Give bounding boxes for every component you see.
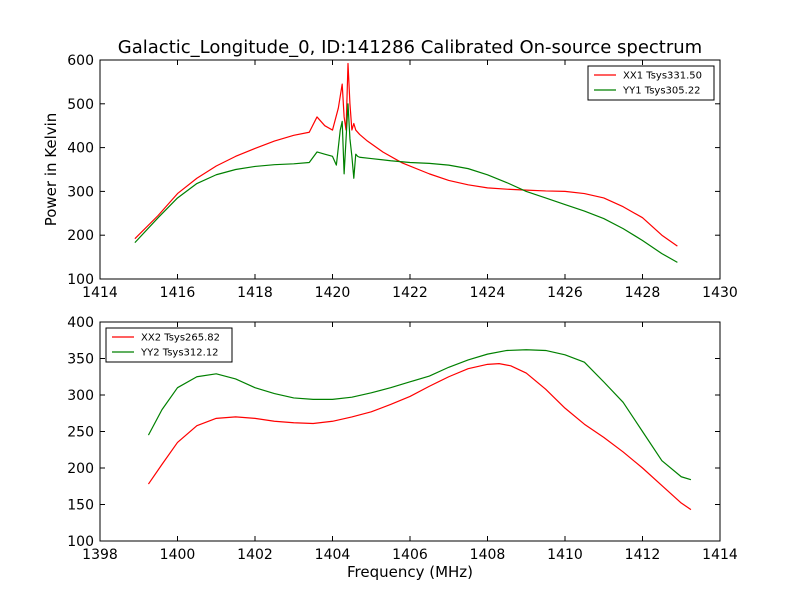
y-tick-label: 300 [67, 184, 94, 200]
legend-label: XX2 Tsys265.82 [141, 333, 220, 344]
figure-title: Galactic_Longitude_0, ID:141286 Calibrat… [118, 37, 702, 58]
x-tick-label: 1424 [470, 285, 506, 301]
x-tick-label: 1412 [625, 547, 661, 563]
y-tick-label: 100 [67, 534, 94, 550]
series-line-yy2 [147, 349, 692, 481]
legend-label: YY1 Tsys305.22 [622, 86, 701, 97]
x-tick-label: 1414 [82, 285, 118, 301]
y-tick-label: 400 [67, 141, 94, 157]
x-tick-label: 1426 [547, 285, 583, 301]
y-axis-label: Power in Kelvin [42, 113, 60, 227]
legend-box [105, 327, 233, 363]
x-tick-label: 1410 [547, 547, 583, 563]
series-line-yy1 [134, 103, 678, 263]
legend: XX2 Tsys265.82 YY2 Tsys312.12 [105, 327, 233, 363]
y-tick-label: 500 [67, 97, 94, 113]
bottom-chart-plot: 1398 1400 1402 1404 1406 1408 1410 1412 1414 100 1… [67, 315, 738, 563]
x-axis-label: Frequency (MHz) [347, 563, 473, 581]
y-tick-label: 200 [67, 228, 94, 244]
x-tick-label: 1398 [82, 547, 118, 563]
series-line-xx2 [147, 363, 692, 511]
series-line-xx1 [134, 62, 678, 247]
y-tick-label: 200 [67, 461, 94, 477]
y-tick-label: 600 [67, 53, 94, 69]
x-tick-label: 1408 [470, 547, 506, 563]
y-tick-label: 100 [67, 272, 94, 288]
y-tick-label: 250 [67, 425, 94, 441]
x-tick-label: 1420 [315, 285, 351, 301]
y-tick-label: 350 [67, 352, 94, 368]
x-tick-label: 1416 [160, 285, 196, 301]
x-tick-label: 1402 [237, 547, 273, 563]
x-tick-label: 1414 [702, 547, 738, 563]
y-tick-label: 300 [67, 388, 94, 404]
x-tick-label: 1406 [392, 547, 428, 563]
x-tick-label: 1400 [160, 547, 196, 563]
y-tick-label: 400 [67, 315, 94, 331]
x-tick-label: 1430 [702, 285, 738, 301]
legend: XX1 Tsys331.50 YY1 Tsys305.22 [587, 65, 715, 101]
legend-label: XX1 Tsys331.50 [623, 71, 702, 82]
legend-label: YY2 Tsys312.12 [140, 348, 219, 359]
legend-box [587, 65, 715, 101]
top-chart-plot: 1414 1416 1418 1420 1422 1424 1426 1428 1430 100 2… [42, 53, 738, 301]
x-tick-label: 1422 [392, 285, 428, 301]
y-tick-label: 150 [67, 498, 94, 514]
x-tick-label: 1428 [625, 285, 661, 301]
x-tick-label: 1404 [315, 547, 351, 563]
x-tick-label: 1418 [237, 285, 273, 301]
